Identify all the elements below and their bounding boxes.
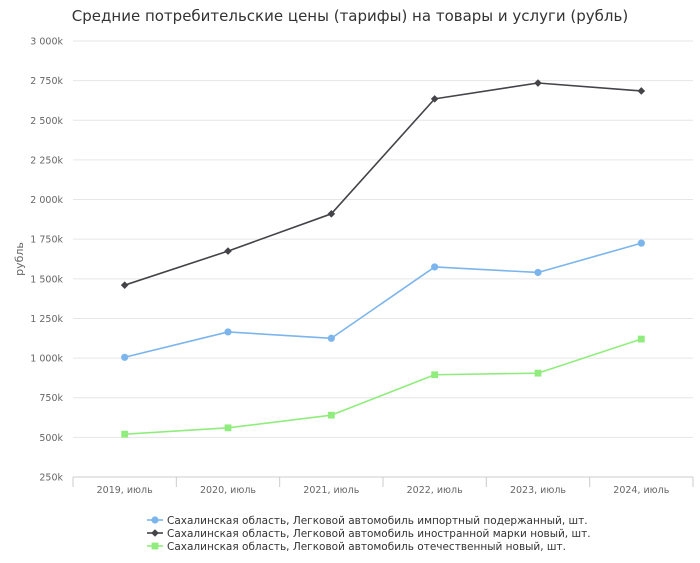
series-3 — [121, 335, 645, 438]
data-point[interactable] — [224, 328, 232, 336]
series-line[interactable] — [124, 82, 642, 286]
y-tick-label: 2 000k — [30, 195, 63, 206]
y-axis-label: рубль — [13, 242, 26, 276]
data-point[interactable] — [121, 353, 129, 361]
x-axis: 2019, июль 2020, июль 2021, июль 2022, июль… — [72, 476, 694, 496]
x-tick-label: 2021, июль — [303, 485, 359, 496]
legend-item[interactable]: Сахалинская область, Легковой автомобиль… — [147, 541, 566, 553]
legend-marker — [151, 529, 159, 537]
series-1 — [121, 239, 645, 361]
data-point[interactable] — [534, 369, 542, 377]
legend-marker — [151, 516, 159, 524]
x-tick-label: 2019, июль — [97, 485, 153, 496]
y-tick-label: 2 250k — [30, 155, 63, 166]
data-point[interactable] — [120, 281, 129, 289]
y-tick-label: 750k — [39, 393, 63, 404]
data-point[interactable] — [327, 411, 335, 419]
data-point[interactable] — [431, 263, 439, 271]
y-tick-label: 3 000k — [30, 37, 63, 48]
y-axis-ticks: 250k 500k 750k 1 000k 1 250k 1 500k 1 750k 2 00… — [30, 37, 63, 484]
x-tick-label: 2022, июль — [407, 485, 463, 496]
data-point[interactable] — [637, 335, 645, 343]
y-tick-label: 2 750k — [30, 76, 63, 87]
data-point[interactable] — [224, 424, 232, 432]
data-point[interactable] — [637, 87, 646, 95]
legend-marker — [151, 542, 159, 550]
y-tick-label: 1 250k — [30, 314, 63, 325]
legend[interactable]: Сахалинская область, Легковой автомобиль… — [147, 515, 591, 553]
legend-label: Сахалинская область, Легковой автомобиль… — [167, 541, 566, 553]
data-point[interactable] — [430, 95, 439, 103]
y-tick-label: 250k — [39, 473, 63, 484]
y-tick-label: 1 750k — [30, 235, 63, 246]
data-point[interactable] — [224, 247, 232, 255]
legend-label: Сахалинская область, Легковой автомобиль… — [167, 528, 591, 540]
legend-label: Сахалинская область, Легковой автомобиль… — [167, 515, 588, 527]
gridlines — [73, 40, 693, 438]
y-tick-label: 500k — [39, 433, 63, 444]
x-tick-label: 2020, июль — [200, 485, 256, 496]
data-point[interactable] — [327, 334, 335, 342]
series-line[interactable] — [124, 242, 642, 359]
y-tick-label: 1 500k — [30, 274, 63, 285]
y-tick-label: 1 000k — [30, 354, 63, 365]
series-layer — [120, 79, 646, 438]
x-tick-label: 2023, июль — [510, 485, 566, 496]
data-point[interactable] — [534, 268, 542, 277]
chart-title: Средние потребительские цены (тарифы) на… — [72, 7, 628, 25]
data-point[interactable] — [327, 210, 336, 218]
legend-item[interactable]: Сахалинская область, Легковой автомобиль… — [147, 528, 591, 540]
data-point[interactable] — [534, 79, 542, 87]
data-point[interactable] — [431, 371, 439, 379]
series-line[interactable] — [124, 338, 642, 435]
legend-item[interactable]: Сахалинская область, Легковой автомобиль… — [147, 515, 588, 527]
series-2 — [120, 79, 646, 289]
x-tick-label: 2024, июль — [613, 485, 669, 496]
data-point[interactable] — [121, 430, 129, 438]
y-tick-label: 2 500k — [30, 116, 63, 127]
data-point[interactable] — [637, 239, 645, 247]
